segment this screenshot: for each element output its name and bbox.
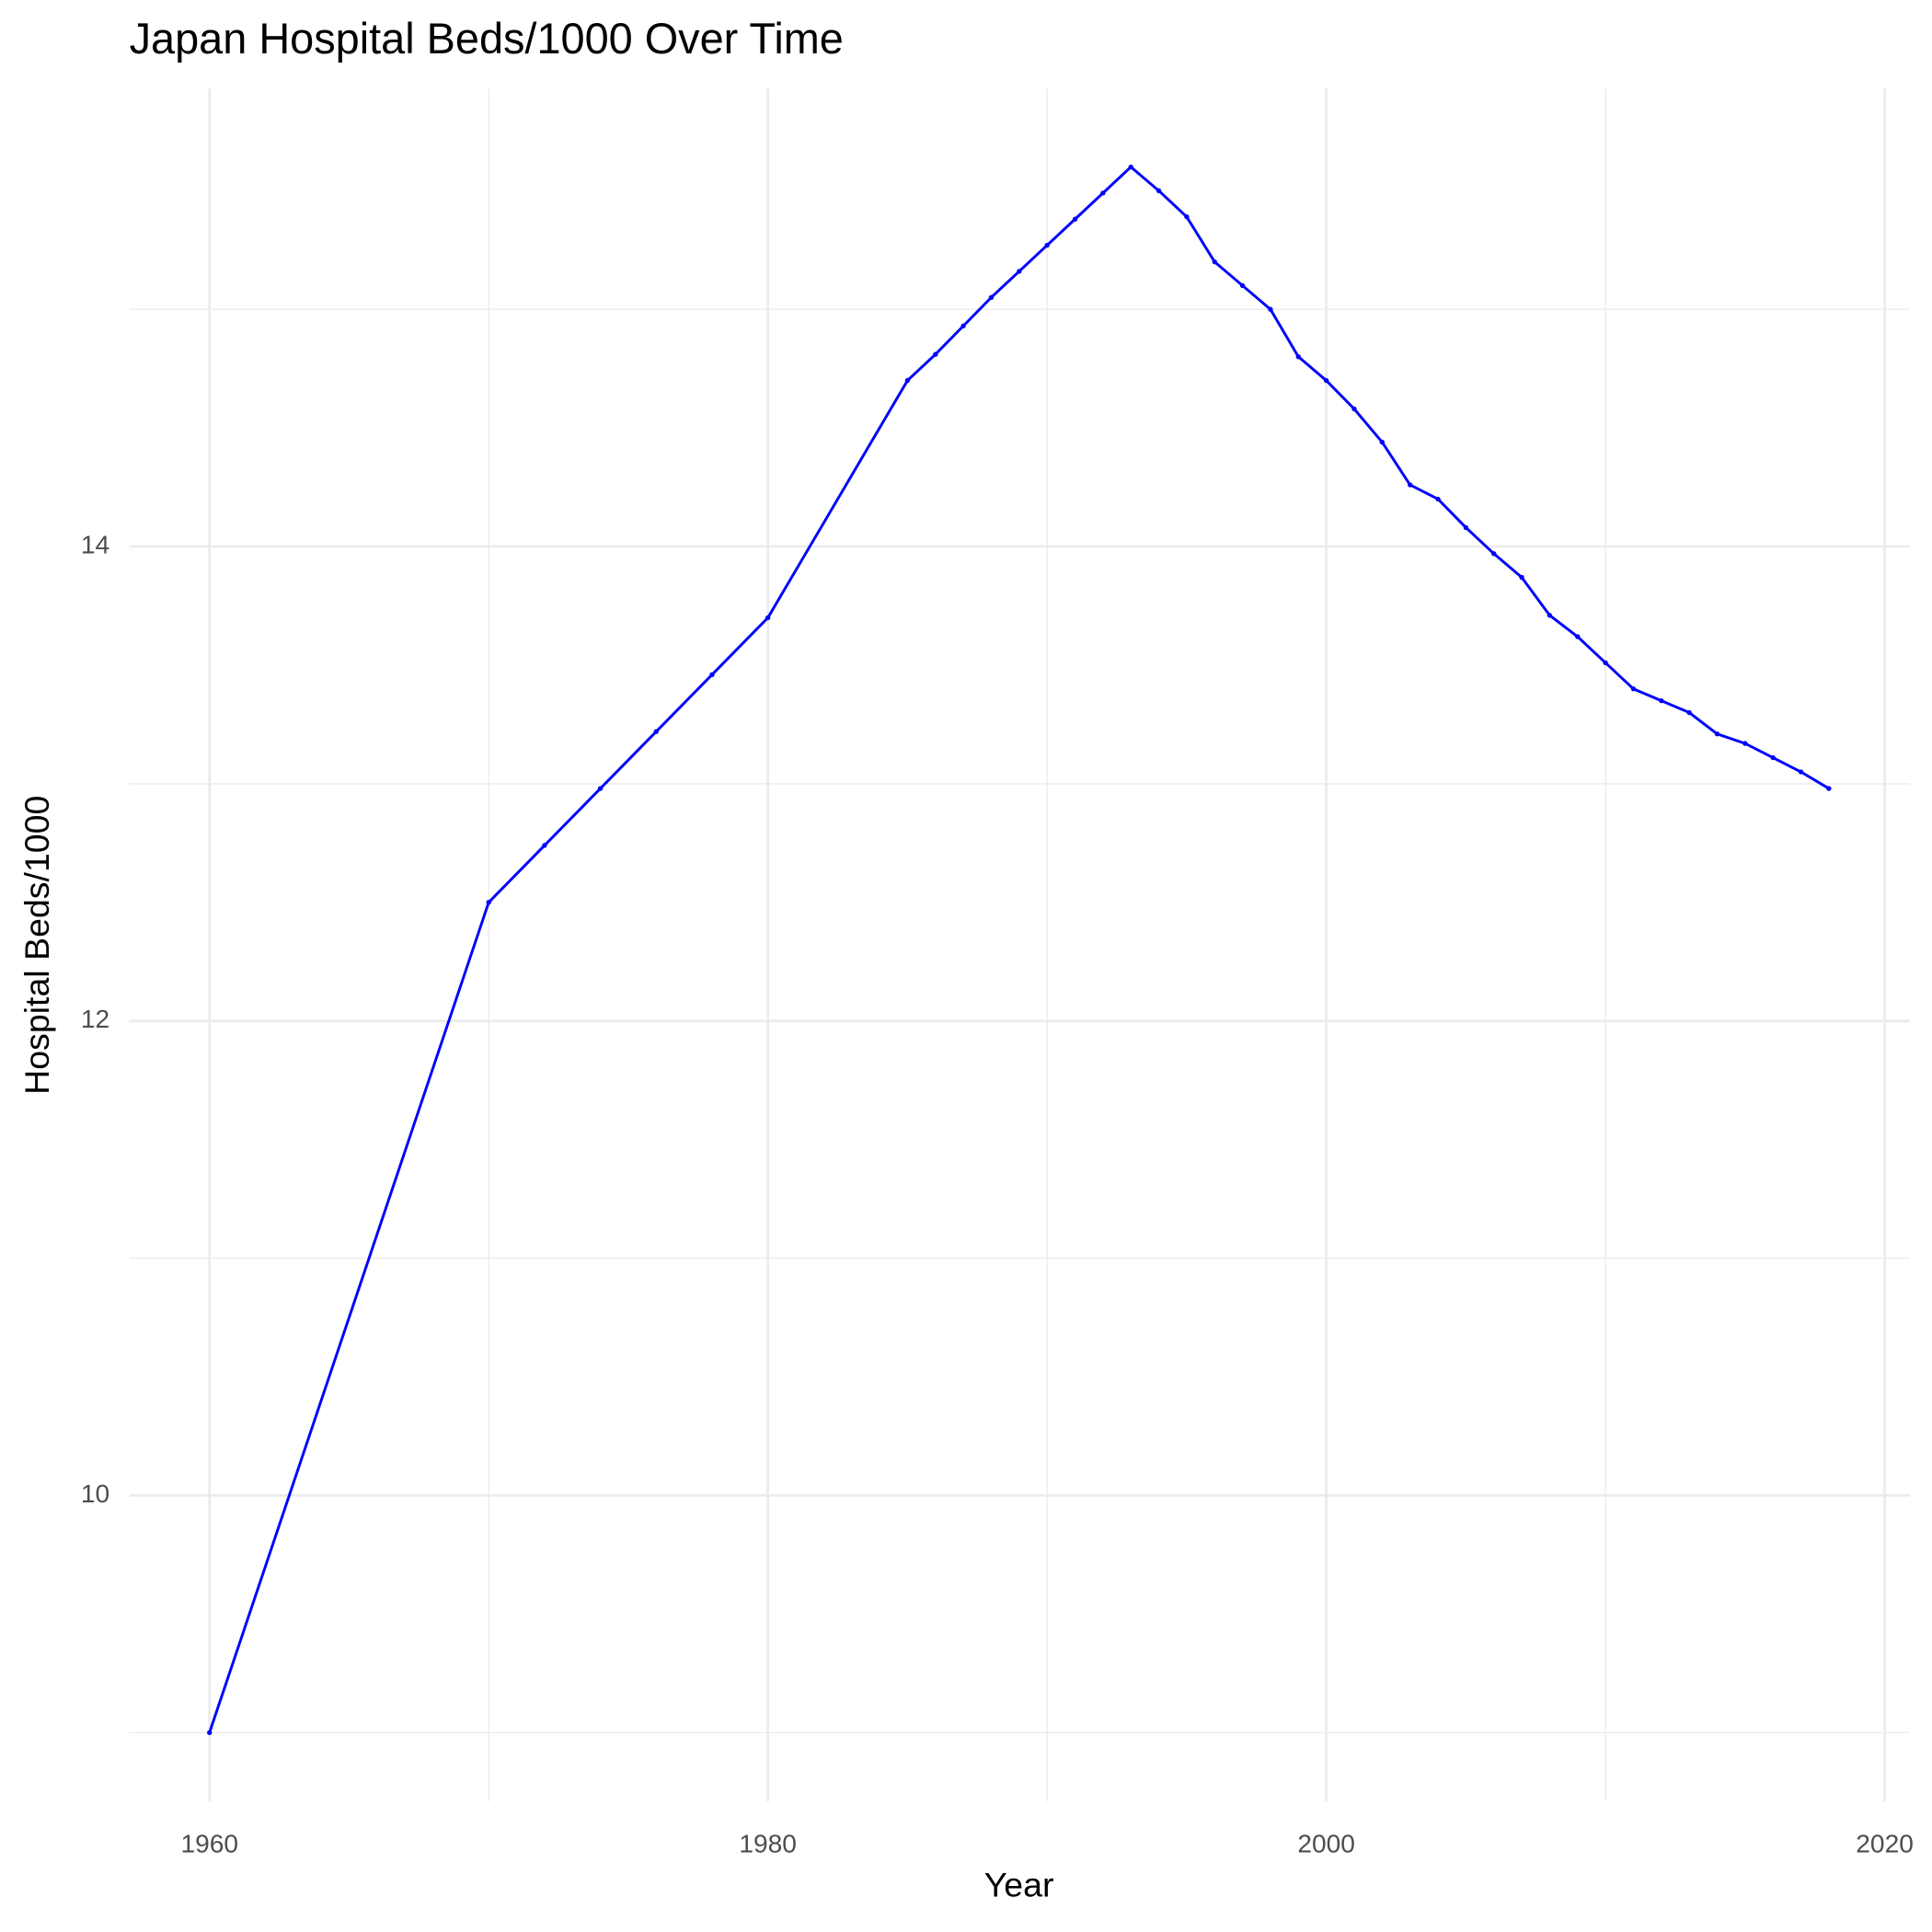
data-point (1407, 482, 1413, 488)
data-point (1547, 613, 1553, 618)
data-point (904, 377, 911, 384)
data-point (597, 786, 604, 791)
data-point (1435, 496, 1441, 502)
data-point (1268, 306, 1273, 312)
data-point (653, 729, 659, 734)
data-point (960, 323, 966, 328)
data-point (1017, 269, 1022, 274)
data-point (765, 615, 771, 621)
data-point (1798, 769, 1804, 775)
y-tick-label: 12 (81, 1005, 109, 1033)
data-point (1826, 786, 1832, 791)
data-point (1770, 754, 1776, 761)
data-point (988, 294, 995, 301)
data-point (1742, 741, 1748, 746)
data-point (1072, 216, 1078, 222)
data-point (1659, 697, 1664, 704)
x-tick-label: 1980 (739, 1830, 797, 1858)
data-point (1686, 709, 1692, 716)
data-point (1295, 354, 1301, 360)
x-tick-label: 2000 (1297, 1830, 1355, 1858)
data-point (1630, 686, 1637, 692)
data-point (1212, 259, 1217, 265)
chart-title: Japan Hospital Beds/1000 Over Time (130, 15, 844, 63)
data-point (1239, 282, 1246, 289)
y-tick-label: 10 (81, 1479, 109, 1508)
data-point (1603, 660, 1608, 666)
data-point (1184, 213, 1190, 220)
y-tick-label: 14 (81, 530, 109, 558)
data-point (1156, 188, 1162, 193)
data-point (1379, 439, 1386, 445)
x-tick-label: 2020 (1856, 1830, 1914, 1858)
data-point (1044, 242, 1050, 248)
data-point (1714, 731, 1720, 737)
x-tick-label: 1960 (180, 1830, 238, 1858)
data-point (542, 843, 547, 848)
x-axis-title: Year (984, 1866, 1054, 1904)
data-point (1351, 406, 1357, 412)
data-point (486, 900, 491, 905)
data-point (1323, 377, 1329, 384)
data-point (1463, 524, 1469, 531)
data-point (1100, 190, 1106, 196)
line-series (208, 165, 1830, 1733)
data-point (1128, 164, 1133, 170)
y-axis-title: Hospital Beds/1000 (17, 796, 56, 1095)
data-point (1519, 574, 1524, 581)
data-point (1575, 634, 1581, 639)
data-point (1491, 551, 1497, 557)
data-point (933, 351, 938, 357)
data-point (709, 672, 715, 677)
data-point (207, 1730, 213, 1735)
